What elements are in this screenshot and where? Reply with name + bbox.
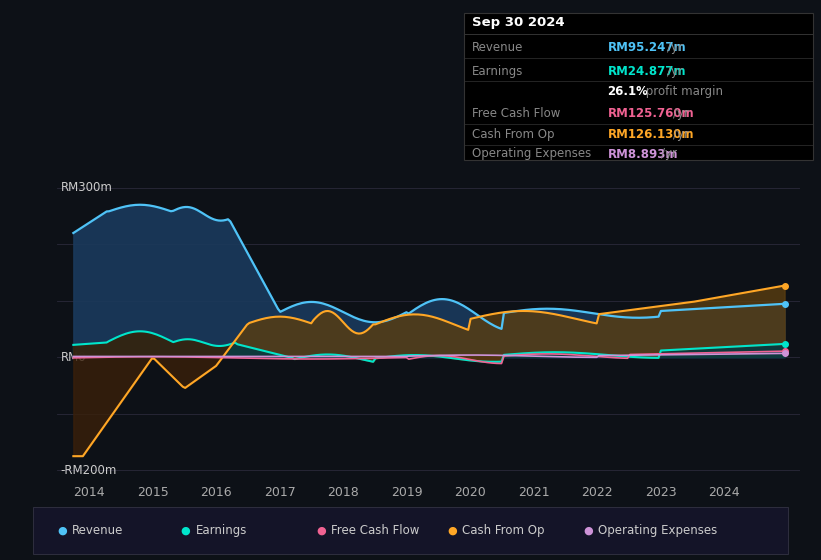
Text: Earnings: Earnings bbox=[472, 64, 524, 78]
Text: Cash From Op: Cash From Op bbox=[472, 128, 554, 142]
Text: Free Cash Flow: Free Cash Flow bbox=[472, 107, 561, 120]
Text: Earnings: Earnings bbox=[195, 524, 247, 538]
Text: RM0: RM0 bbox=[61, 351, 86, 364]
Text: /yr: /yr bbox=[661, 147, 677, 161]
Text: ●: ● bbox=[181, 526, 190, 536]
Text: /yr: /yr bbox=[667, 41, 683, 54]
Text: -RM200m: -RM200m bbox=[61, 464, 117, 477]
Text: ●: ● bbox=[447, 526, 457, 536]
Text: ●: ● bbox=[583, 526, 593, 536]
Text: Revenue: Revenue bbox=[72, 524, 124, 538]
Text: RM126.130m: RM126.130m bbox=[608, 128, 694, 142]
Text: Operating Expenses: Operating Expenses bbox=[472, 147, 591, 161]
Text: Cash From Op: Cash From Op bbox=[462, 524, 544, 538]
Text: Free Cash Flow: Free Cash Flow bbox=[331, 524, 420, 538]
Text: ●: ● bbox=[316, 526, 326, 536]
Text: profit margin: profit margin bbox=[643, 85, 723, 98]
Text: 26.1%: 26.1% bbox=[608, 85, 649, 98]
Text: RM24.877m: RM24.877m bbox=[608, 64, 686, 78]
Text: /yr: /yr bbox=[667, 64, 683, 78]
Text: RM95.247m: RM95.247m bbox=[608, 41, 686, 54]
Text: Revenue: Revenue bbox=[472, 41, 524, 54]
Text: RM8.893m: RM8.893m bbox=[608, 147, 678, 161]
Text: Operating Expenses: Operating Expenses bbox=[598, 524, 717, 538]
Text: Sep 30 2024: Sep 30 2024 bbox=[472, 16, 565, 30]
Text: /yr: /yr bbox=[673, 107, 689, 120]
Text: /yr: /yr bbox=[673, 128, 689, 142]
Text: RM125.760m: RM125.760m bbox=[608, 107, 695, 120]
Text: RM300m: RM300m bbox=[61, 181, 112, 194]
Text: ●: ● bbox=[57, 526, 67, 536]
